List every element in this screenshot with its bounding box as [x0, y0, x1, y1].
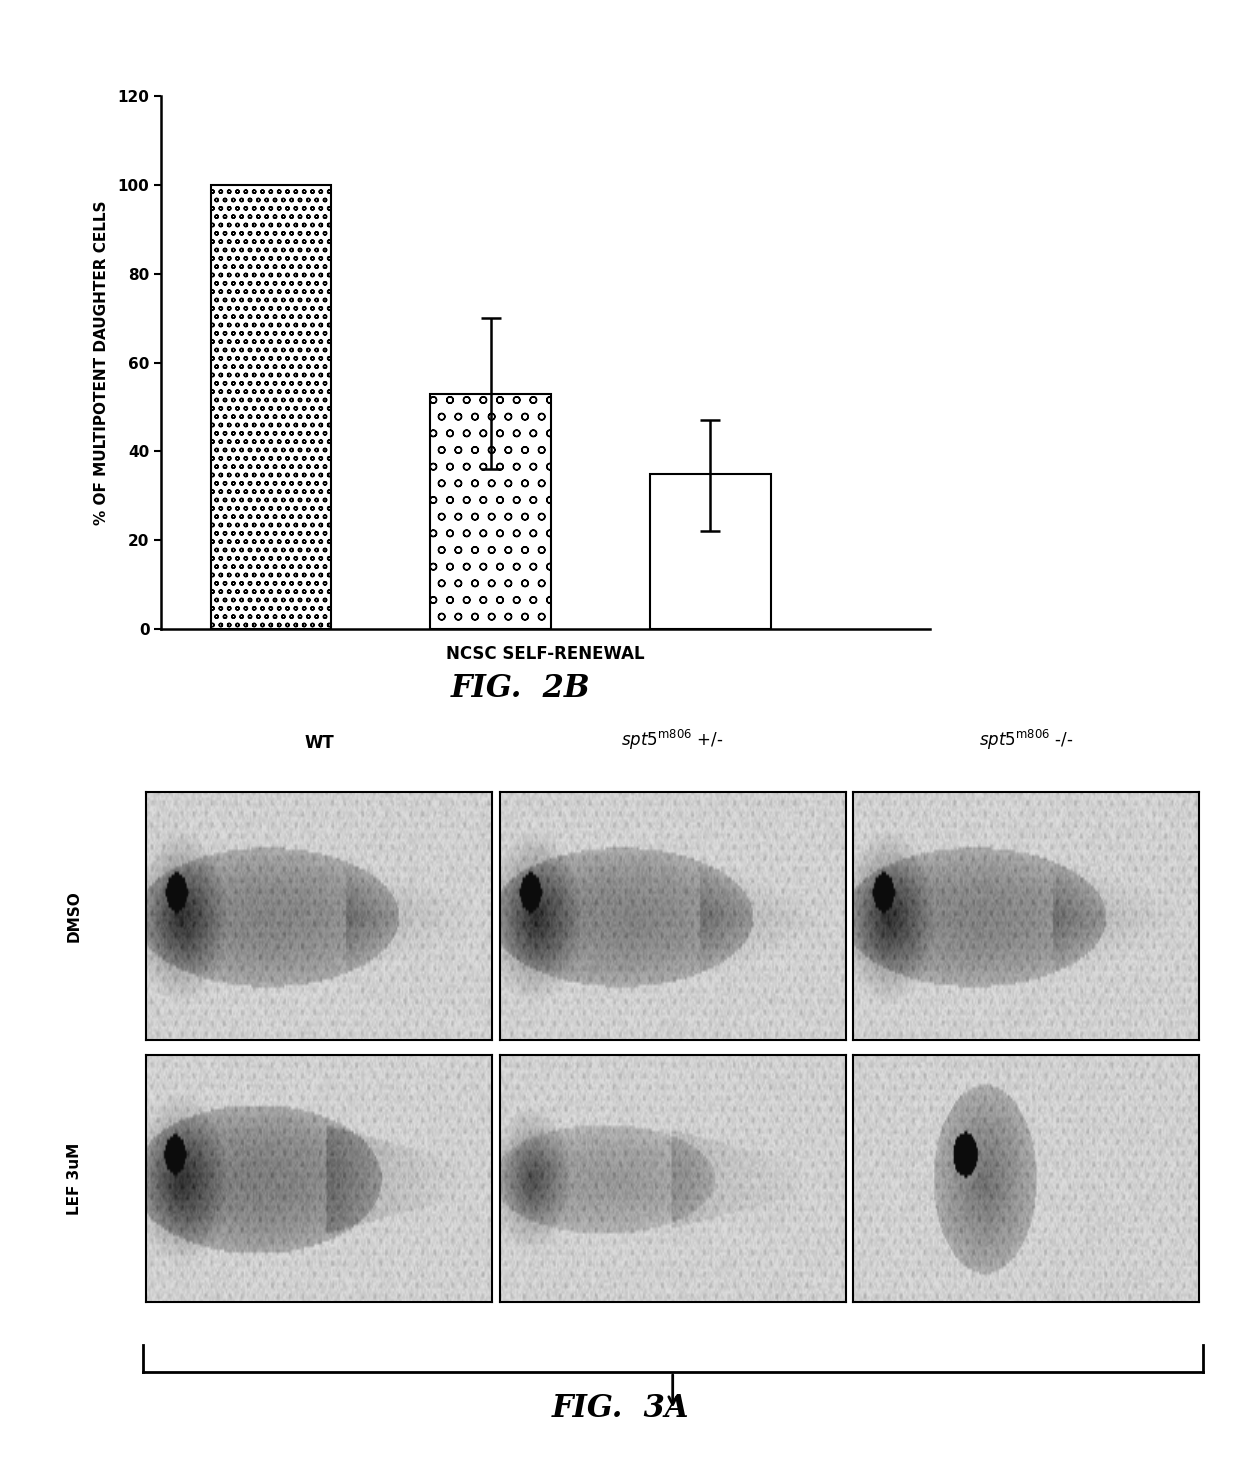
Y-axis label: % OF MULTIPOTENT DAUGHTER CELLS: % OF MULTIPOTENT DAUGHTER CELLS [94, 200, 109, 525]
Bar [650, 474, 771, 629]
Bar [430, 394, 551, 629]
Text: $\mathit{spt5}^{\mathregular{m806}}$ +/-: $\mathit{spt5}^{\mathregular{m806}}$ +/- [621, 728, 724, 752]
Text: LEF 3uM: LEF 3uM [67, 1143, 82, 1215]
Text: WT: WT [305, 734, 334, 752]
Text: FIG.  2B: FIG. 2B [451, 673, 590, 703]
X-axis label: NCSC SELF-RENEWAL: NCSC SELF-RENEWAL [446, 645, 645, 663]
Text: FIG.  3A: FIG. 3A [552, 1394, 688, 1424]
Bar [211, 185, 331, 629]
Text: $\mathit{spt5}^{\mathregular{m806}}$ -/-: $\mathit{spt5}^{\mathregular{m806}}$ -/- [978, 728, 1074, 752]
Text: DMSO: DMSO [67, 889, 82, 941]
